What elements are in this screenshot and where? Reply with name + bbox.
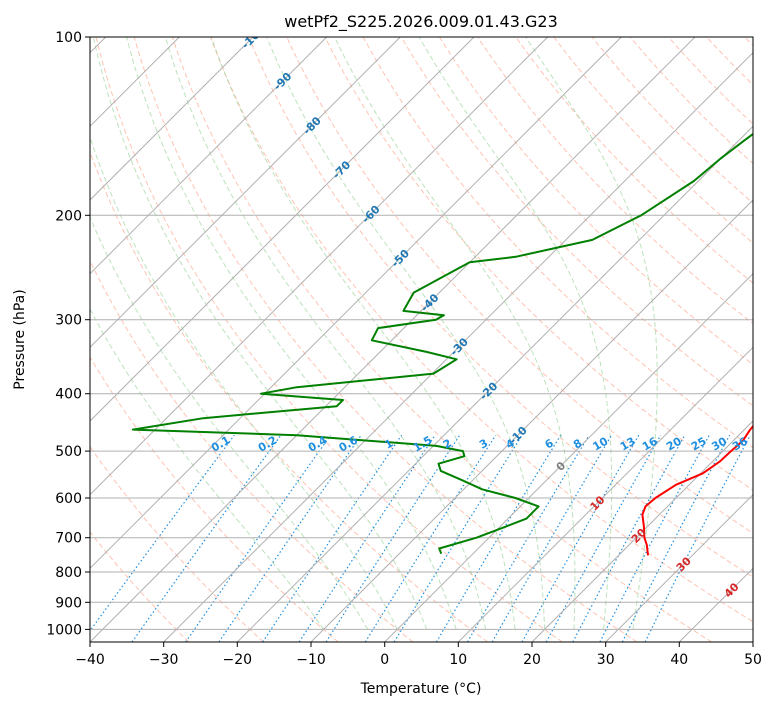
mixing-ratio-line [325,434,461,642]
y-tick-label: 500 [55,444,82,460]
mixing-ratio-line [491,434,613,642]
isotherm-line [531,420,753,642]
moist-adiabat-line [418,37,613,630]
mixing-ratio-line [364,434,497,642]
dry-adiabat-line [171,37,712,642]
dry-adiabat-line [553,37,753,244]
x-tick-label: −20 [223,652,253,668]
dry-adiabat-line [90,259,414,642]
dry-adiabat-line [400,37,753,407]
dry-adiabat-line [324,37,753,491]
dry-adiabat-line [362,37,753,449]
profile-series [131,132,753,556]
isotherm-line [90,37,254,201]
y-tick-label: 300 [55,313,82,329]
x-tick-label: 30 [597,652,615,668]
moist-adiabat-line [126,37,457,630]
temperature-profile-line [641,424,753,556]
x-axis-ticks: −40 −30 −20 −10 0 10 20 30 40 50 [75,642,762,668]
dry-adiabat-line [133,37,638,642]
dry-adiabat-line [90,150,488,642]
isotherm-line [90,37,328,275]
isotherm-line [236,125,753,642]
y-tick-label: 1000 [46,622,82,638]
dry-adiabat-line [515,37,753,284]
y-tick-label: 600 [55,491,82,507]
mixing-ratio-line [545,434,662,642]
isotherm-line [605,493,753,642]
dry-adiabat-line [438,37,753,366]
dry-adiabat-line [248,37,753,578]
mixing-ratio-line [521,434,640,642]
y-tick-label: 900 [55,595,82,611]
dry-adiabat-line [210,37,753,623]
y-axis-ticks: 100 200 300 400 500 600 700 800 900 1000 [46,30,90,638]
isotherm-line [90,37,401,349]
x-tick-label: 20 [523,652,541,668]
x-tick-label: 0 [380,652,389,668]
dry-adiabat-line [286,37,753,534]
isotherm-line [90,37,475,422]
moist-adiabats [90,37,658,630]
moist-adiabat-line [266,37,546,630]
mixing-ratio-line [435,434,562,642]
isotherm-line [90,37,622,570]
plot-frame [89,36,754,643]
mixing-ratio-line [218,434,362,642]
x-tick-label: 10 [449,652,467,668]
isotherm-line [90,37,549,496]
x-tick-label: −40 [75,652,105,668]
x-tick-label: −10 [296,652,326,668]
y-tick-label: 800 [55,565,82,581]
mixing-ratio-line [621,434,731,642]
y-tick-label: 400 [55,387,82,403]
moist-adiabat-line [90,135,398,630]
y-tick-label: 200 [55,208,82,224]
moist-adiabat-line [90,308,325,630]
x-tick-label: −30 [149,652,179,668]
isotherms [90,37,753,642]
plot-area [90,37,753,642]
moist-adiabat-line [90,215,369,630]
isotherm-line [310,199,753,642]
isotherm-line [457,346,753,642]
isotherm-line [163,51,753,642]
moist-adiabat-line [164,37,487,630]
isotherm-line [90,37,696,642]
y-tick-label: 100 [55,30,82,46]
mixing-ratio-line [185,434,332,642]
moist-adiabat-line [92,37,428,630]
dry-adiabat-line [90,531,190,642]
x-axis-label: Temperature (°C) [360,681,482,697]
mixing-ratio-line [572,434,686,642]
dry-adiabats [90,37,753,642]
y-tick-label: 700 [55,531,82,547]
x-tick-label: 40 [670,652,688,668]
dry-adiabat-line [629,37,753,165]
mixing-ratio-line [90,434,235,632]
isotherm-line [384,272,753,642]
chart-title: wetPf2_S225.2026.009.01.43.G23 [284,12,558,32]
mixing-ratio-line [466,434,590,642]
dry-adiabat-line [90,356,339,642]
y-axis-label: Pressure (hPa) [12,289,28,389]
mixing-ratio-line [644,434,751,642]
moist-adiabat-line [525,37,658,630]
moist-adiabat-line [210,37,516,630]
dewpoint-profile-line [131,132,753,555]
x-tick-label: 50 [744,652,762,668]
